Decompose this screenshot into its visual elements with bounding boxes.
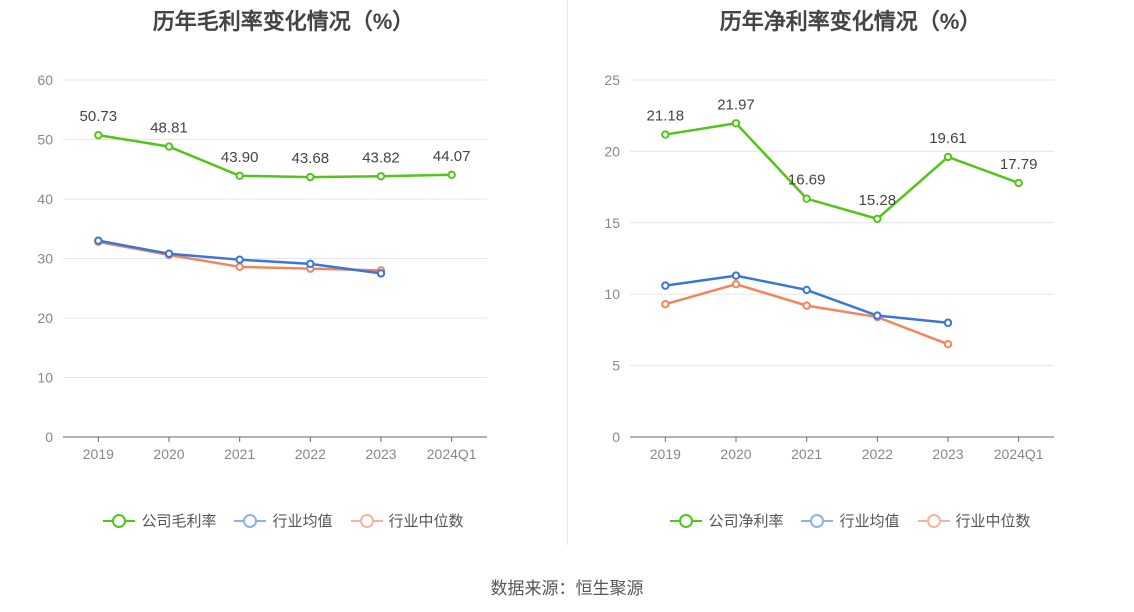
data-label: 50.73: [80, 108, 118, 125]
legend-label: 行业中位数: [955, 513, 1031, 530]
data-point-avg: [802, 285, 811, 295]
y-tick-label: 50: [37, 132, 53, 148]
data-point-company: [94, 130, 103, 140]
series-line-company: [98, 133, 452, 179]
data-label: 48.81: [150, 120, 188, 137]
data-point-company: [943, 152, 953, 162]
legend-item-median[interactable]: 行业中位数: [917, 510, 1031, 531]
y-tick-label: 5: [612, 358, 620, 374]
data-point-avg: [731, 271, 741, 280]
data-point-company: [1014, 178, 1023, 188]
chart-legend: 公司净利率 行业均值 行业中位数: [567, 510, 1134, 531]
x-tick-label: 2019: [83, 446, 114, 462]
x-tick-label: 2024Q1: [994, 446, 1044, 462]
data-point-company: [164, 142, 174, 151]
data-label: 16.69: [788, 172, 826, 189]
data-source: 数据来源：恒生聚源: [490, 579, 644, 598]
x-tick-label: 2019: [650, 446, 681, 462]
x-tick-label: 2023: [365, 446, 396, 462]
y-tick-label: 60: [37, 72, 53, 88]
data-point-median: [731, 280, 741, 289]
y-tick-label: 25: [604, 72, 620, 88]
data-point-company: [376, 172, 386, 181]
y-tick-label: 15: [604, 215, 620, 231]
data-point-company: [447, 170, 456, 179]
legend-label: 公司毛利率: [141, 513, 217, 530]
data-label: 21.97: [717, 96, 755, 113]
gross-margin-chart-panel: 历年毛利率变化情况（%） 0 10 20 30 40 50 60 2019 2020 2021 20…: [0, 0, 567, 560]
data-label: 17.79: [1000, 156, 1038, 173]
data-label: 43.82: [362, 149, 400, 166]
data-point-median: [235, 262, 244, 272]
gross-margin-chart: 0 10 20 30 40 50 60 2019 2020 2021 2022 2023 2024Q1 5…: [37, 72, 487, 462]
legend-swatch: [234, 513, 267, 529]
legend-label: 行业均值: [272, 513, 333, 530]
legend-label: 公司净利率: [708, 513, 784, 530]
legend-label: 行业均值: [839, 513, 900, 530]
data-label: 43.90: [221, 149, 259, 166]
net-margin-chart-panel: 历年净利率变化情况（%） 0 5 10 15 20 25 2019 2020 2021 2022 2…: [567, 0, 1134, 560]
x-tick-label: 2021: [791, 446, 822, 462]
data-label: 21.18: [647, 108, 685, 125]
y-tick-label: 30: [37, 251, 53, 267]
data-label: 19.61: [929, 130, 967, 147]
legend-swatch: [670, 513, 703, 529]
y-tick-label: 20: [37, 310, 53, 326]
net-margin-chart: 0 5 10 15 20 25 2019 2020 2021 2022 2023 2024Q1 21.1…: [604, 72, 1054, 462]
x-tick-label: 2020: [720, 446, 751, 462]
data-point-median: [943, 339, 953, 349]
legend-swatch: [917, 513, 950, 529]
y-tick-label: 0: [45, 429, 53, 445]
x-tick-label: 2024Q1: [427, 446, 477, 462]
chart-legend: 公司毛利率 行业均值 行业中位数: [0, 510, 567, 531]
legend-label: 行业中位数: [388, 513, 464, 530]
legend-swatch: [801, 513, 834, 529]
legend-item-avg[interactable]: 行业均值: [801, 510, 900, 531]
data-label: 44.07: [433, 148, 471, 165]
data-point-company: [661, 130, 670, 139]
legend-item-company[interactable]: 公司毛利率: [103, 510, 216, 531]
x-tick-label: 2021: [224, 446, 255, 462]
chart-title: 历年净利率变化情况（%）: [719, 9, 982, 34]
x-tick-label: 2022: [862, 446, 893, 462]
data-point-avg: [376, 269, 386, 278]
x-tick-label: 2023: [932, 446, 963, 462]
data-point-avg: [661, 281, 670, 290]
chart-title: 历年毛利率变化情况（%）: [152, 9, 415, 34]
legend-item-avg[interactable]: 行业均值: [234, 510, 333, 531]
legend-item-company[interactable]: 公司净利率: [670, 510, 783, 531]
data-point-company: [731, 119, 741, 128]
data-point-median: [802, 301, 811, 310]
data-label: 43.68: [292, 150, 330, 167]
data-point-avg: [943, 318, 953, 327]
legend-item-median[interactable]: 行业中位数: [350, 510, 464, 531]
legend-swatch: [103, 513, 136, 529]
data-point-company: [306, 172, 315, 182]
y-tick-label: 40: [37, 191, 53, 207]
data-point-company: [235, 171, 244, 180]
y-tick-label: 10: [37, 370, 53, 386]
y-tick-label: 0: [612, 429, 620, 445]
data-point-avg: [235, 255, 244, 264]
data-point-company: [802, 194, 811, 203]
x-tick-label: 2020: [153, 446, 184, 462]
panel-divider: [567, 0, 568, 545]
legend-swatch: [350, 513, 383, 529]
series-line-company: [665, 121, 1020, 221]
data-point-median: [661, 299, 670, 309]
data-point-avg: [164, 249, 174, 258]
data-point-company: [873, 214, 882, 224]
x-tick-label: 2022: [295, 446, 326, 462]
data-label: 15.28: [859, 192, 897, 209]
y-tick-label: 10: [604, 286, 620, 302]
data-point-avg: [94, 236, 103, 245]
series-line-avg: [665, 274, 949, 325]
y-tick-label: 20: [604, 143, 620, 159]
data-point-avg: [873, 311, 882, 320]
data-point-avg: [306, 259, 315, 269]
